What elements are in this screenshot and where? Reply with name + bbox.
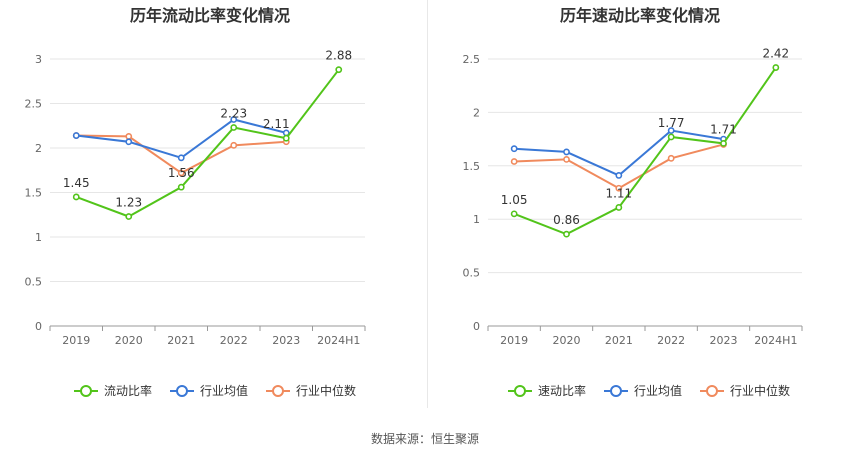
current-ratio-xtick-label: 2021 (167, 334, 195, 347)
quick-ratio-legend-marker-company (514, 385, 526, 397)
current-ratio-legend-marker-company (80, 385, 92, 397)
quick-ratio-line-company (513, 66, 777, 236)
current-ratio-data-label: 2.23 (220, 107, 247, 121)
chart-title-current-ratio: 历年流动比率变化情况 (129, 6, 290, 25)
current-ratio-point-industry-avg (177, 154, 185, 162)
current-ratio-legend-marker-industry-avg (176, 385, 188, 397)
quick-ratio-ytick-label: 0 (473, 320, 480, 333)
quick-ratio-xtick-label: 2024H1 (754, 334, 797, 347)
quick-ratio-point-industry-avg (615, 172, 623, 179)
current-ratio-point-company (230, 124, 238, 131)
quick-ratio-point-company (667, 133, 675, 141)
current-ratio-ytick-label: 0.5 (25, 276, 43, 289)
quick-ratio-xtick-label: 2023 (710, 334, 738, 347)
quick-ratio-xtick-label: 2022 (657, 334, 685, 347)
current-ratio-data-label: 1.45 (63, 176, 90, 190)
current-ratio-point-company (125, 213, 133, 220)
quick-ratio-ytick-label: 1.5 (463, 160, 481, 173)
quick-ratio-data-label: 2.42 (762, 47, 789, 61)
current-ratio-data-label: 1.23 (115, 196, 142, 210)
quick-ratio-point-company (615, 204, 623, 211)
quick-ratio-point-industry-median (563, 155, 570, 163)
quick-ratio-point-company (510, 210, 518, 218)
current-ratio-line-company (75, 69, 340, 218)
chart-title-quick-ratio: 历年速动比率变化情况 (559, 6, 720, 25)
quick-ratio-point-industry-avg (667, 127, 675, 134)
current-ratio-point-industry-median (230, 141, 238, 149)
current-ratio-point-industry-avg (72, 132, 80, 139)
current-ratio-point-company (335, 66, 343, 74)
quick-ratio-point-company (772, 64, 780, 71)
quick-ratio-xtick-label: 2021 (605, 334, 633, 347)
current-ratio-ytick-label: 2.5 (25, 98, 43, 111)
current-ratio-point-industry-avg (230, 116, 238, 123)
quick-ratio-point-industry-avg (563, 148, 570, 156)
current-ratio-point-company (282, 134, 290, 142)
quick-ratio-legend-marker-industry-avg (610, 385, 622, 397)
quick-ratio-legend-label-industry-avg: 行业均值 (634, 383, 682, 398)
current-ratio-point-industry-avg (125, 138, 133, 146)
current-ratio-point-company (177, 183, 185, 191)
current-ratio-legend-marker-industry-median (272, 385, 284, 397)
current-ratio-point-industry-median (177, 169, 185, 177)
current-ratio-xtick-label: 2022 (220, 334, 248, 347)
current-ratio-ytick-label: 1.5 (25, 187, 43, 200)
current-ratio-point-company (72, 193, 80, 201)
current-ratio-data-label: 2.88 (325, 49, 352, 63)
quick-ratio-xtick-label: 2020 (553, 334, 581, 347)
quick-ratio-data-label: 1.11 (605, 186, 632, 200)
quick-ratio-ytick-label: 2.5 (463, 53, 481, 66)
current-ratio-legend-label-company: 流动比率 (104, 383, 152, 398)
quick-ratio-ytick-label: 0.5 (463, 267, 481, 280)
quick-ratio-data-label: 1.77 (658, 116, 685, 130)
current-ratio-ytick-label: 0 (35, 320, 42, 333)
quick-ratio-ytick-label: 2 (473, 106, 480, 119)
current-ratio-legend-label-industry-median: 行业中位数 (296, 383, 356, 398)
quick-ratio-data-label: 1.05 (501, 193, 528, 207)
panel-divider (427, 0, 428, 408)
quick-ratio-legend-label-company: 速动比率 (538, 383, 586, 398)
quick-ratio-ytick-label: 1 (473, 213, 480, 226)
quick-ratio-point-industry-median (510, 158, 518, 165)
quick-ratio-xtick-label: 2019 (500, 334, 528, 347)
quick-ratio-data-label: 1.71 (710, 122, 737, 136)
current-ratio-xtick-label: 2024H1 (317, 334, 360, 347)
quick-ratio-legend-label-industry-median: 行业中位数 (730, 383, 790, 398)
quick-ratio-point-industry-median (667, 154, 675, 162)
current-ratio-ytick-label: 1 (35, 231, 42, 244)
current-ratio-ytick-label: 2 (35, 142, 42, 155)
quick-ratio-data-label: 0.86 (553, 213, 580, 227)
data-source-note: 数据来源：恒生聚源 (370, 432, 479, 446)
current-ratio-xtick-label: 2023 (272, 334, 300, 347)
quick-ratio-point-company (563, 230, 570, 238)
quick-ratio-point-industry-avg (510, 145, 518, 153)
current-ratio-xtick-label: 2020 (115, 334, 143, 347)
quick-ratio-point-industry-median (615, 184, 623, 192)
quick-ratio-legend-marker-industry-median (706, 385, 718, 397)
current-ratio-data-label: 1.56 (168, 166, 195, 180)
quick-ratio-point-company (720, 139, 727, 147)
current-ratio-data-label: 2.11 (263, 117, 290, 131)
current-ratio-xtick-label: 2019 (62, 334, 90, 347)
current-ratio-ytick-label: 3 (35, 53, 42, 66)
current-ratio-legend-label-industry-avg: 行业均值 (200, 383, 248, 398)
